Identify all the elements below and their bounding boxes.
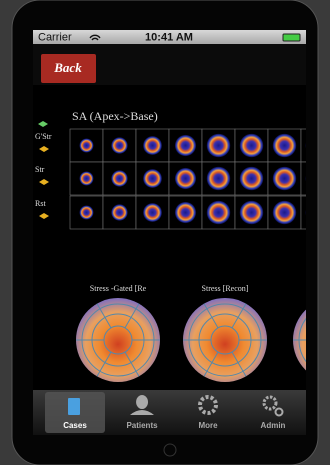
scan-image — [111, 170, 128, 187]
battery-icon — [282, 33, 301, 42]
scan-image — [79, 205, 94, 220]
scan-image — [239, 133, 264, 158]
polar-spoke — [203, 303, 219, 329]
scan-image — [143, 136, 162, 155]
scan-image — [143, 203, 162, 222]
scan-image — [174, 134, 197, 157]
scan-image — [305, 142, 306, 149]
scan-image — [143, 169, 162, 188]
scan-image — [79, 138, 94, 153]
polar-title: Stress [Recon] — [202, 284, 249, 293]
polar-spoke — [231, 303, 247, 329]
polar-spoke — [96, 351, 112, 377]
row-label: G'Str — [35, 132, 52, 141]
back-label[interactable]: Back — [53, 60, 82, 75]
scan-image — [111, 137, 128, 154]
row-label: Rst — [35, 199, 46, 208]
polar-spoke — [203, 351, 219, 377]
scan-cell — [300, 128, 306, 163]
cases-icon — [68, 398, 80, 415]
carrier: Carrier — [38, 31, 72, 43]
scan-image — [79, 171, 94, 186]
polar-spoke — [124, 351, 140, 377]
admin-icon — [262, 395, 278, 411]
clock: 10:41 AM — [145, 31, 193, 43]
scan-image — [206, 200, 231, 225]
scan-image — [305, 175, 306, 182]
admin-icon-small — [274, 407, 284, 417]
scan-image — [174, 201, 197, 224]
scan-image — [239, 166, 264, 191]
polar-spoke — [231, 351, 247, 377]
tab-label[interactable]: Admin — [261, 421, 286, 430]
polar-spoke — [124, 303, 140, 329]
row-arrows — [39, 213, 49, 219]
status-bar — [33, 30, 306, 44]
wifi-icon — [89, 34, 101, 41]
row-arrows — [39, 146, 49, 152]
row-label: Str — [35, 165, 45, 174]
scan-image — [239, 200, 264, 225]
scan-image — [305, 209, 306, 216]
scan-cell — [300, 161, 306, 196]
patients-icon — [130, 395, 154, 415]
scan-title: SA (Apex->Base) — [72, 109, 158, 123]
display — [33, 30, 306, 435]
tab-label[interactable]: More — [198, 421, 218, 430]
toggle-arrows — [38, 121, 48, 127]
scan-image — [206, 166, 231, 191]
polar-spoke — [96, 303, 112, 329]
row-arrows — [39, 179, 49, 185]
polar-map — [183, 298, 267, 382]
scan-image — [272, 166, 297, 191]
scan-image — [272, 200, 297, 225]
home-button[interactable] — [163, 443, 177, 457]
polar-title: Stress -Gated [Re — [90, 284, 147, 293]
more-icon — [198, 395, 218, 415]
polar-map — [76, 298, 160, 382]
row-labels: G'Str Str Rst — [35, 121, 52, 219]
scan-image — [272, 133, 297, 158]
scan-image — [174, 167, 197, 190]
scan-cell — [300, 195, 306, 230]
back-button[interactable] — [41, 54, 96, 83]
scan-image — [111, 204, 128, 221]
polar-maps: Stress -Gated [Re Stress [Recon] — [76, 284, 306, 382]
tab-label[interactable]: Cases — [63, 421, 87, 430]
scan-image — [206, 133, 231, 158]
tab-label[interactable]: Patients — [126, 421, 158, 430]
scan-grid — [69, 128, 306, 230]
